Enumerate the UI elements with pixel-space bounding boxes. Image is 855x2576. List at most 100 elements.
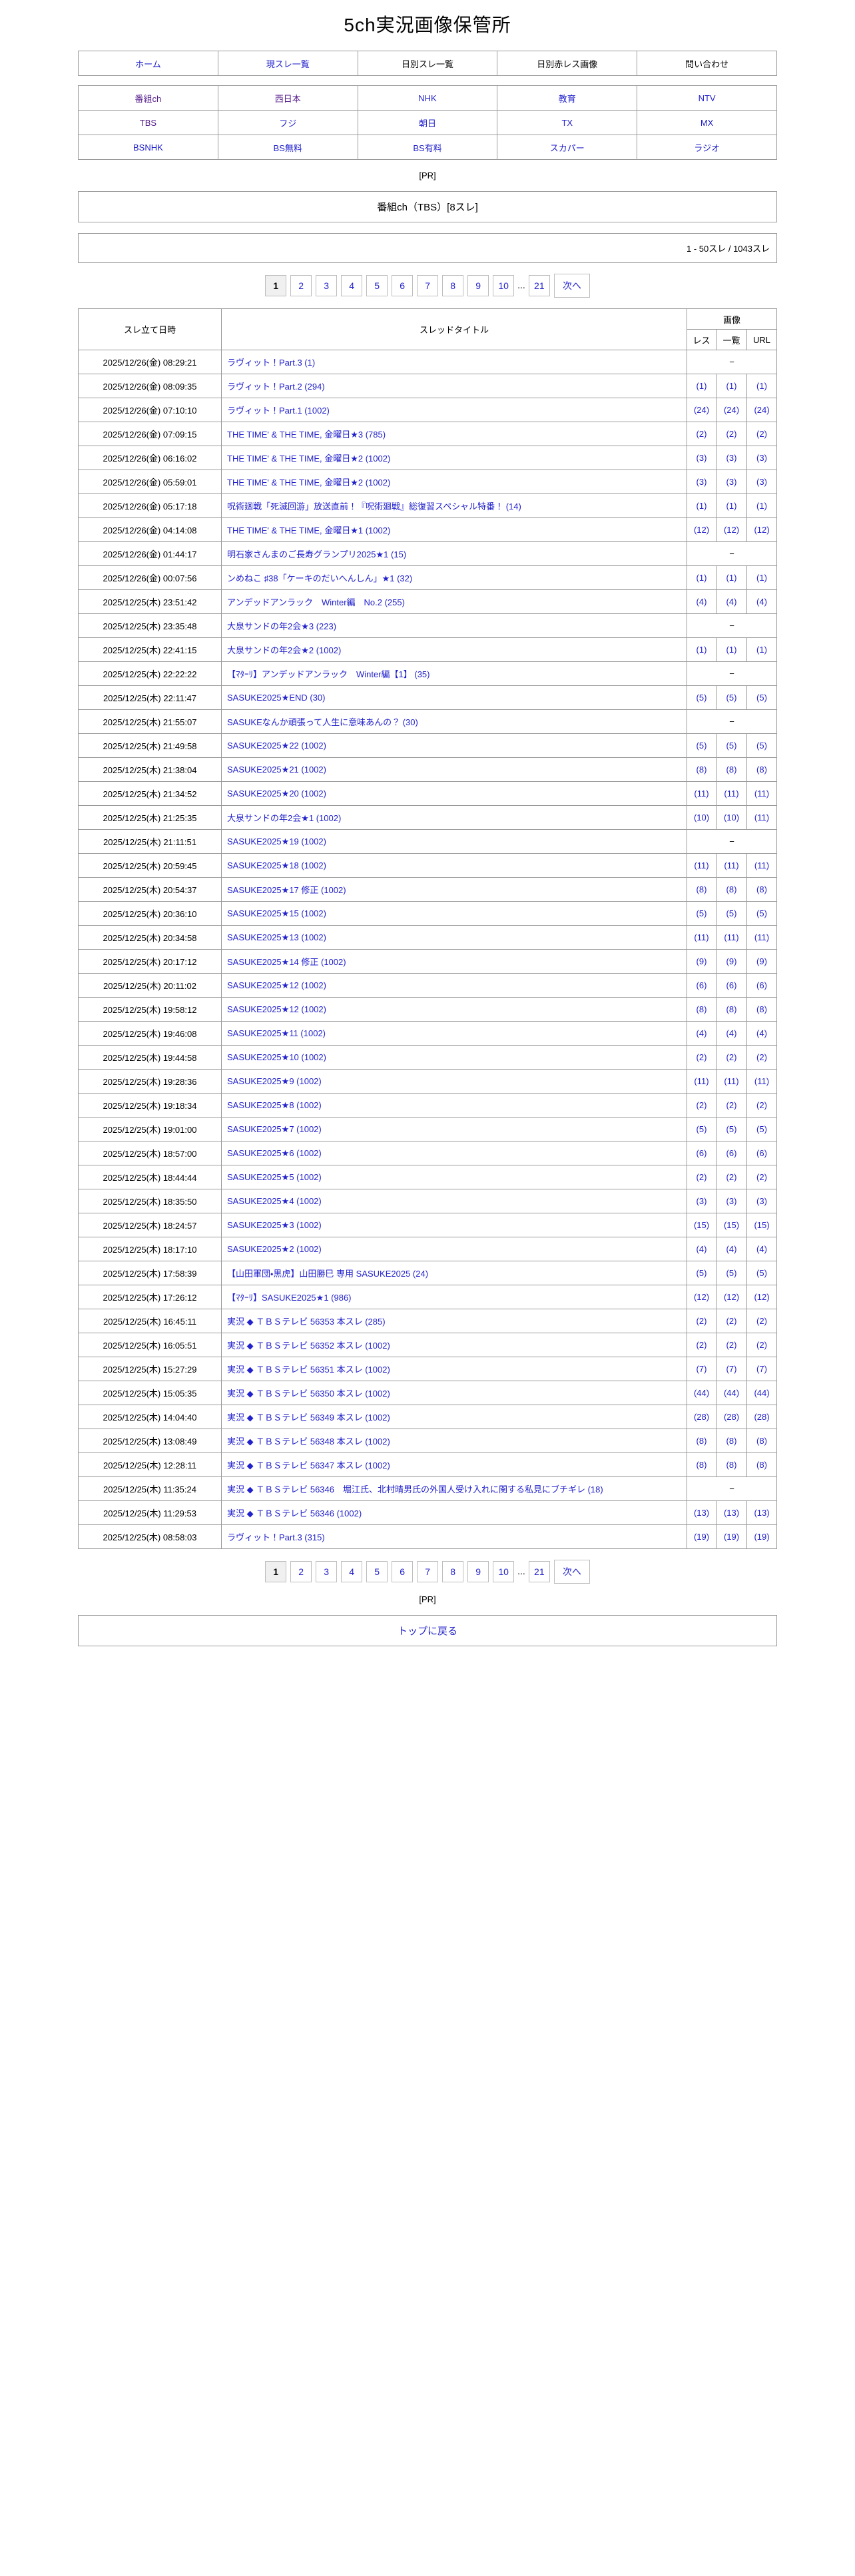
thread-link[interactable]: 実況 ◆ ＴＢＳテレビ 56350 本スレ (1002) xyxy=(227,1389,390,1399)
url-count-link[interactable]: (11) xyxy=(754,1076,770,1086)
url-count-link[interactable]: (8) xyxy=(756,1004,767,1014)
thread-link[interactable]: SASUKE2025★END (30) xyxy=(227,692,326,703)
res-count-link[interactable]: (44) xyxy=(693,1388,710,1398)
thread-link[interactable]: SASUKE2025★2 (1002) xyxy=(227,1243,322,1254)
channel-link-1-3[interactable]: TX xyxy=(497,110,638,135)
list-count-link[interactable]: (2) xyxy=(726,1052,737,1062)
list-count-link[interactable]: (8) xyxy=(726,1436,737,1446)
page-link-21[interactable]: 21 xyxy=(528,1561,550,1582)
page-link-6[interactable]: 6 xyxy=(392,275,414,296)
thread-link[interactable]: THE TIME' & THE TIME, 金曜日★3 (785) xyxy=(227,430,386,440)
nav-item-0[interactable]: ホーム xyxy=(78,51,218,76)
res-count-link[interactable]: (10) xyxy=(693,812,710,822)
url-count-link[interactable]: (15) xyxy=(754,1220,770,1230)
thread-link[interactable]: ラヴィット！Part.2 (294) xyxy=(227,382,325,392)
list-count-link[interactable]: (6) xyxy=(726,980,737,990)
thread-link[interactable]: アンデッドアンラック Winter編 No.2 (255) xyxy=(227,597,405,607)
res-count-link[interactable]: (3) xyxy=(696,477,707,487)
thread-link[interactable]: SASUKE2025★4 (1002) xyxy=(227,1195,322,1206)
page-link-8[interactable]: 8 xyxy=(442,1561,464,1582)
list-count-link[interactable]: (2) xyxy=(726,1340,737,1350)
list-count-link[interactable]: (11) xyxy=(724,860,739,870)
thread-link[interactable]: SASUKE2025★21 (1002) xyxy=(227,764,326,775)
url-count-link[interactable]: (2) xyxy=(756,1316,767,1326)
thread-link[interactable]: 実況 ◆ ＴＢＳテレビ 56347 本スレ (1002) xyxy=(227,1460,390,1470)
res-count-link[interactable]: (8) xyxy=(696,765,707,775)
thread-link[interactable]: SASUKE2025★20 (1002) xyxy=(227,788,326,799)
url-count-link[interactable]: (44) xyxy=(754,1388,770,1398)
url-count-link[interactable]: (1) xyxy=(756,381,767,391)
res-count-link[interactable]: (12) xyxy=(693,1292,710,1302)
list-count-link[interactable]: (4) xyxy=(726,1028,737,1038)
list-count-link[interactable]: (6) xyxy=(726,1148,737,1158)
list-count-link[interactable]: (11) xyxy=(724,789,739,799)
res-count-link[interactable]: (19) xyxy=(693,1532,710,1542)
thread-link[interactable]: THE TIME' & THE TIME, 金曜日★1 (1002) xyxy=(227,525,391,535)
list-count-link[interactable]: (3) xyxy=(726,477,737,487)
channel-link-1-4[interactable]: MX xyxy=(637,110,777,135)
list-count-link[interactable]: (24) xyxy=(723,405,740,415)
page-link-8[interactable]: 8 xyxy=(442,275,464,296)
list-count-link[interactable]: (5) xyxy=(726,1124,737,1134)
thread-link[interactable]: 大泉サンドの年2会★1 (1002) xyxy=(227,813,342,823)
url-count-link[interactable]: (4) xyxy=(756,597,767,607)
thread-link[interactable]: 実況 ◆ ＴＢＳテレビ 56348 本スレ (1002) xyxy=(227,1437,390,1447)
res-count-link[interactable]: (2) xyxy=(696,1172,707,1182)
res-count-link[interactable]: (2) xyxy=(696,429,707,439)
page-link-4[interactable]: 4 xyxy=(341,1561,363,1582)
list-count-link[interactable]: (15) xyxy=(723,1220,740,1230)
res-count-link[interactable]: (6) xyxy=(696,1148,707,1158)
url-count-link[interactable]: (2) xyxy=(756,429,767,439)
url-count-link[interactable]: (1) xyxy=(756,501,767,511)
res-count-link[interactable]: (1) xyxy=(696,573,707,583)
res-count-link[interactable]: (2) xyxy=(696,1340,707,1350)
thread-link[interactable]: 実況 ◆ ＴＢＳテレビ 56351 本スレ (1002) xyxy=(227,1365,390,1375)
thread-link[interactable]: 実況 ◆ ＴＢＳテレビ 56352 本スレ (1002) xyxy=(227,1341,390,1351)
list-count-link[interactable]: (5) xyxy=(726,908,737,918)
channel-link-0-2[interactable]: NHK xyxy=(357,85,498,111)
url-count-link[interactable]: (3) xyxy=(756,1196,767,1206)
thread-link[interactable]: SASUKE2025★10 (1002) xyxy=(227,1052,326,1062)
list-count-link[interactable]: (2) xyxy=(726,1100,737,1110)
channel-link-0-4[interactable]: NTV xyxy=(637,85,777,111)
url-count-link[interactable]: (3) xyxy=(756,477,767,487)
res-count-link[interactable]: (11) xyxy=(694,932,709,942)
thread-link[interactable]: SASUKE2025★18 (1002) xyxy=(227,860,326,870)
channel-link-1-2[interactable]: 朝日 xyxy=(357,110,498,135)
res-count-link[interactable]: (4) xyxy=(696,1028,707,1038)
list-count-link[interactable]: (8) xyxy=(726,1460,737,1470)
thread-link[interactable]: SASUKE2025★3 (1002) xyxy=(227,1219,322,1230)
res-count-link[interactable]: (8) xyxy=(696,1004,707,1014)
page-link-2[interactable]: 2 xyxy=(290,1561,312,1582)
list-count-link[interactable]: (3) xyxy=(726,453,737,463)
url-count-link[interactable]: (6) xyxy=(756,1148,767,1158)
back-to-top-link[interactable]: トップに戻る xyxy=(397,1626,457,1637)
url-count-link[interactable]: (2) xyxy=(756,1172,767,1182)
res-count-link[interactable]: (1) xyxy=(696,501,707,511)
page-link-7[interactable]: 7 xyxy=(417,275,439,296)
url-count-link[interactable]: (11) xyxy=(754,812,770,822)
url-count-link[interactable]: (5) xyxy=(756,1268,767,1278)
res-count-link[interactable]: (1) xyxy=(696,645,707,655)
url-count-link[interactable]: (7) xyxy=(756,1364,767,1374)
thread-link[interactable]: 実況 ◆ ＴＢＳテレビ 56353 本スレ (285) xyxy=(227,1317,386,1327)
url-count-link[interactable]: (5) xyxy=(756,693,767,703)
thread-link[interactable]: SASUKE2025★19 (1002) xyxy=(227,836,326,846)
page-link-10[interactable]: 10 xyxy=(493,1561,515,1582)
thread-link[interactable]: ラヴィット！Part.1 (1002) xyxy=(227,406,330,416)
thread-link[interactable]: 大泉サンドの年2会★2 (1002) xyxy=(227,645,342,655)
list-count-link[interactable]: (12) xyxy=(723,1292,740,1302)
next-page-link[interactable]: 次へ xyxy=(553,1560,590,1584)
url-count-link[interactable]: (5) xyxy=(756,1124,767,1134)
url-count-link[interactable]: (4) xyxy=(756,1028,767,1038)
url-count-link[interactable]: (24) xyxy=(754,405,770,415)
list-count-link[interactable]: (1) xyxy=(726,573,737,583)
res-count-link[interactable]: (5) xyxy=(696,908,707,918)
channel-link-2-4[interactable]: ラジオ xyxy=(637,135,777,160)
list-count-link[interactable]: (9) xyxy=(726,956,737,966)
thread-link[interactable]: 【山田軍団・黒虎】山田勝巳 専用 SASUKE2025 (24) xyxy=(227,1269,429,1279)
page-link-6[interactable]: 6 xyxy=(392,1561,414,1582)
thread-link[interactable]: SASUKE2025★17 修正 (1002) xyxy=(227,885,346,895)
channel-link-0-0[interactable]: 番組ch xyxy=(78,85,218,111)
url-count-link[interactable]: (9) xyxy=(756,956,767,966)
